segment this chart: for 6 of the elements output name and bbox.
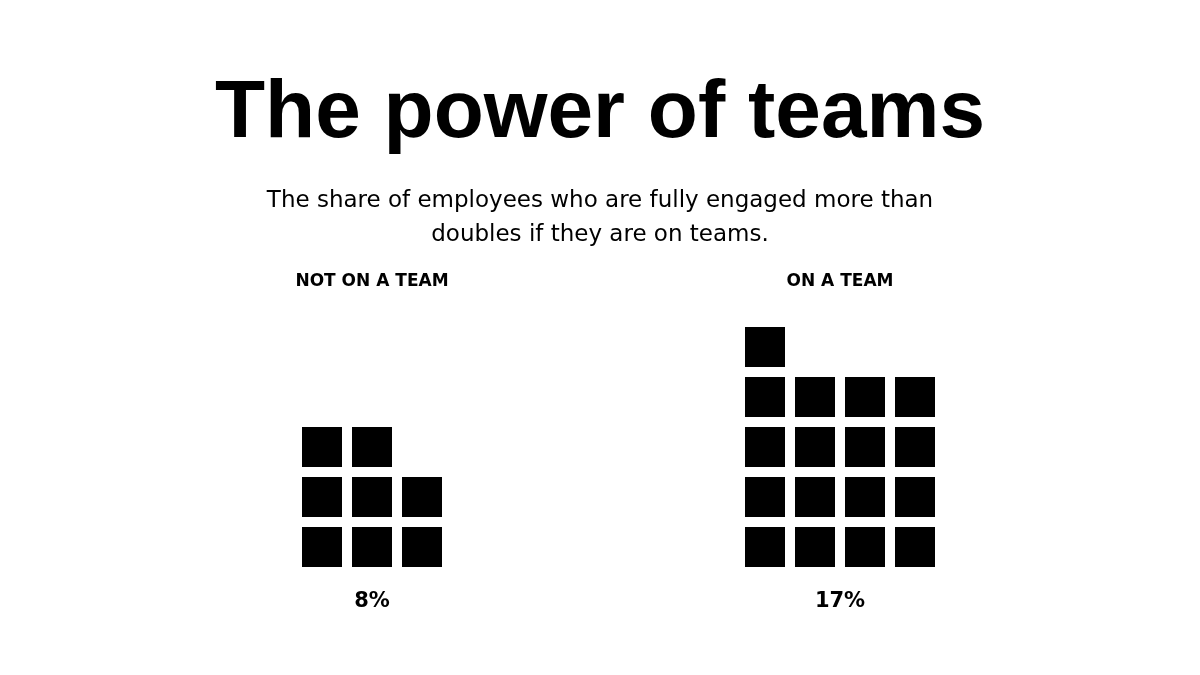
category-label: NOT ON A TEAM <box>295 270 449 290</box>
category-label: ON A TEAM <box>786 270 894 290</box>
text: The share of employees who are fully engaged more than doubles if they are on teams. <box>265 186 934 246</box>
data-label: 17% <box>814 588 866 612</box>
data-label: 8% <box>354 588 390 612</box>
text: The power of teams <box>214 63 986 154</box>
